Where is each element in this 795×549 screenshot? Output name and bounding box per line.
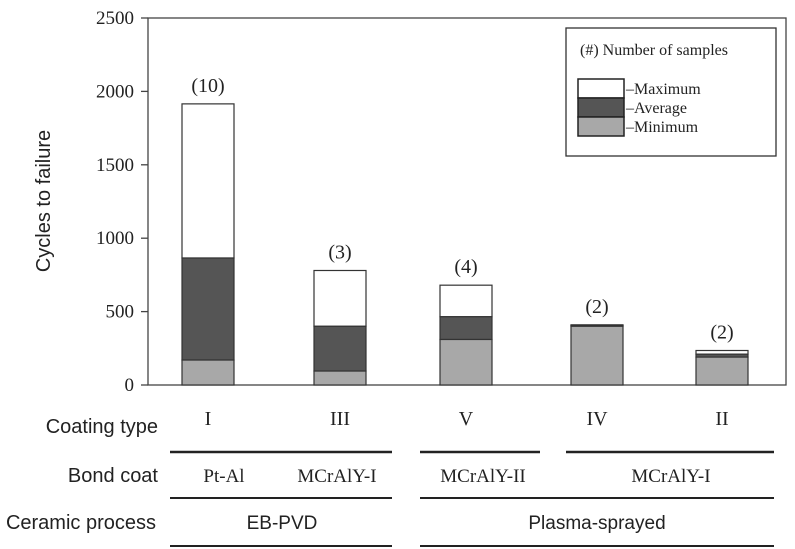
- sample-count-label: (3): [328, 241, 351, 263]
- bond-coat-mcraly-i-ebpvd: MCrAlY-I: [297, 466, 376, 487]
- ceramic-process-eb-pvd: EB-PVD: [247, 513, 318, 534]
- ceramic-process-label: Ceramic process: [6, 512, 156, 534]
- bar-segment-minimum: [439, 338, 493, 386]
- y-tick-label: 500: [106, 302, 135, 323]
- legend-swatch-minimum: [577, 116, 625, 137]
- bar-segment-minimum: [181, 359, 235, 386]
- bars: [181, 103, 749, 386]
- y-axis-ticks: 0 500 1000 1500 2000 2500: [96, 8, 148, 396]
- coating-type-label: Coating type: [46, 416, 158, 438]
- legend-entry-maximum: –Maximum: [625, 81, 701, 98]
- legend-title: (#) Number of samples: [580, 42, 728, 59]
- sample-count-label: (2): [585, 296, 608, 318]
- coating-type-values: I III V IV II: [205, 408, 729, 430]
- bar-segment-average: [181, 257, 235, 361]
- coating-type-value: V: [459, 408, 474, 430]
- y-tick-label: 2000: [96, 81, 134, 102]
- bond-coat-label: Bond coat: [68, 465, 159, 487]
- coating-type-value: II: [715, 408, 728, 430]
- bar-segment-minimum: [695, 356, 749, 386]
- ceramic-process-plasma-sprayed: Plasma-sprayed: [528, 513, 665, 534]
- bar-segment-maximum: [313, 269, 367, 327]
- legend: (#) Number of samples –Maximum –Average …: [565, 27, 777, 157]
- bar-segment-minimum: [570, 325, 624, 386]
- coating-type-value: III: [330, 408, 350, 430]
- coating-type-value: I: [205, 408, 212, 430]
- sample-count-labels: (10) (3) (4) (2) (2): [191, 75, 733, 344]
- bar-segment-maximum: [181, 103, 235, 259]
- coating-type-value: IV: [586, 408, 608, 430]
- bond-coat-pt-al: Pt-Al: [203, 466, 244, 487]
- y-tick-label: 1500: [96, 155, 134, 176]
- legend-entry-average: –Average: [625, 100, 687, 117]
- y-tick-label: 1000: [96, 228, 134, 249]
- y-tick-label: 0: [125, 375, 135, 396]
- legend-swatch-average: [577, 97, 625, 118]
- sample-count-label: (4): [454, 256, 477, 278]
- bar-segment-average: [313, 325, 367, 372]
- sample-count-label: (10): [191, 75, 224, 97]
- bond-coat-mcraly-ii: MCrAlY-II: [440, 466, 526, 487]
- bar-segment-average: [439, 316, 493, 341]
- legend-swatch-maximum: [577, 78, 625, 99]
- bar-segment-minimum: [313, 370, 367, 386]
- bond-coat-mcraly-i-plasma: MCrAlY-I: [631, 466, 710, 487]
- bar-segment-maximum: [439, 284, 493, 318]
- y-axis-label: Cycles to failure: [33, 130, 55, 272]
- legend-entry-minimum: –Minimum: [625, 119, 699, 136]
- y-tick-label: 2500: [96, 8, 134, 29]
- sample-count-label: (2): [710, 322, 733, 344]
